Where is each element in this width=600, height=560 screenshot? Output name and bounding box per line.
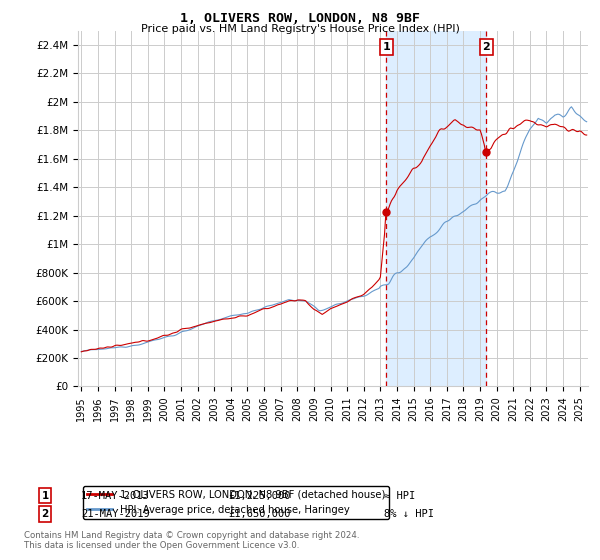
- Text: 2: 2: [482, 42, 490, 52]
- Legend: 1, OLIVERS ROW, LONDON, N8 9BF (detached house), HPI: Average price, detached ho: 1, OLIVERS ROW, LONDON, N8 9BF (detached…: [83, 486, 389, 519]
- Text: 21-MAY-2019: 21-MAY-2019: [81, 509, 150, 519]
- Text: 1, OLIVERS ROW, LONDON, N8 9BF: 1, OLIVERS ROW, LONDON, N8 9BF: [180, 12, 420, 25]
- Text: Contains HM Land Registry data © Crown copyright and database right 2024.
This d: Contains HM Land Registry data © Crown c…: [24, 530, 359, 550]
- Text: 1: 1: [383, 42, 391, 52]
- Text: 17-MAY-2013: 17-MAY-2013: [81, 491, 150, 501]
- Text: £1,650,000: £1,650,000: [228, 509, 290, 519]
- Text: ≈ HPI: ≈ HPI: [384, 491, 415, 501]
- Text: £1,225,000: £1,225,000: [228, 491, 290, 501]
- Bar: [386, 31, 486, 386]
- Text: 8% ↓ HPI: 8% ↓ HPI: [384, 509, 434, 519]
- Text: 2: 2: [41, 509, 49, 519]
- Text: 1: 1: [41, 491, 49, 501]
- Text: Price paid vs. HM Land Registry's House Price Index (HPI): Price paid vs. HM Land Registry's House …: [140, 24, 460, 34]
